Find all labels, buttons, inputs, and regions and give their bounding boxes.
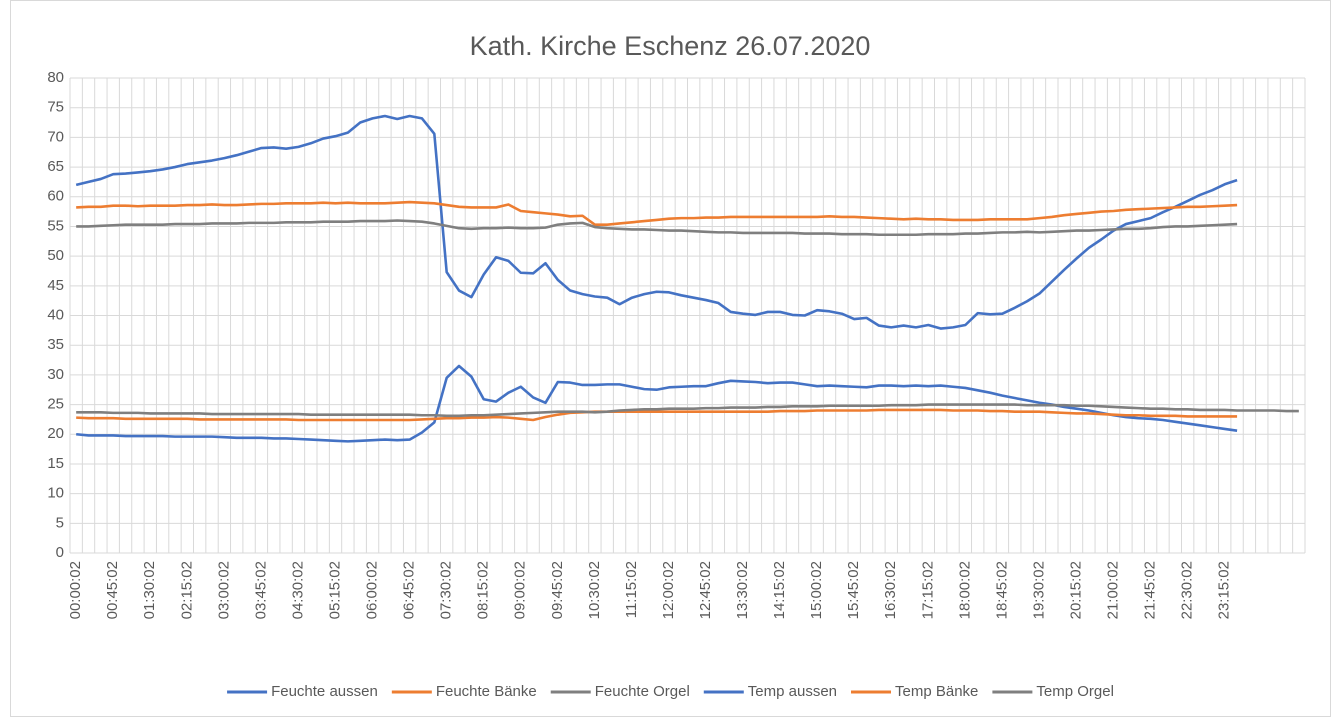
legend-label: Feuchte Orgel	[595, 683, 690, 700]
series-line	[76, 200, 1238, 226]
x-tick-label: 09:45:02	[549, 561, 566, 619]
legend-label: Feuchte Bänke	[436, 683, 537, 700]
y-tick-label: 35	[47, 336, 64, 353]
y-tick-label: 0	[56, 544, 64, 561]
legend-label: Temp Bänke	[895, 683, 978, 700]
x-tick-label: 06:00:02	[364, 561, 381, 619]
x-tick-label: 16:30:02	[882, 561, 899, 619]
y-tick-label: 10	[47, 485, 64, 502]
legend-label: Temp Orgel	[1036, 683, 1114, 700]
y-tick-label: 70	[47, 128, 64, 145]
x-tick-label: 00:00:02	[67, 561, 84, 619]
x-tick-label: 12:45:02	[697, 561, 714, 619]
y-tick-label: 15	[47, 455, 64, 472]
series-line	[76, 403, 1299, 418]
x-tick-label: 03:00:02	[215, 561, 232, 619]
x-tick-label: 03:45:02	[252, 561, 269, 619]
y-tick-label: 50	[47, 247, 64, 264]
chart-title: Kath. Kirche Eschenz 26.07.2020	[470, 31, 871, 61]
x-tick-label: 13:30:02	[734, 561, 751, 619]
y-tick-label: 25	[47, 396, 64, 413]
x-tick-label: 12:00:02	[660, 561, 677, 619]
y-tick-label: 40	[47, 306, 64, 323]
x-tick-label: 17:15:02	[919, 561, 936, 619]
x-tick-label: 15:00:02	[808, 561, 825, 619]
x-tick-label: 10:30:02	[586, 561, 603, 619]
x-tick-label: 14:15:02	[771, 561, 788, 619]
y-tick-label: 65	[47, 158, 64, 175]
y-tick-label: 20	[47, 425, 64, 442]
x-tick-label: 22:30:02	[1179, 561, 1196, 619]
x-tick-label: 01:30:02	[141, 561, 158, 619]
x-tick-label: 23:15:02	[1216, 561, 1233, 619]
legend-label: Temp aussen	[748, 683, 837, 700]
x-tick-label: 00:45:02	[104, 561, 121, 619]
series-line	[76, 219, 1238, 237]
x-tick-label: 18:00:02	[956, 561, 973, 619]
y-tick-label: 5	[56, 514, 64, 531]
x-tick-label: 04:30:02	[289, 561, 306, 619]
legend: Feuchte aussen Feuchte Bänke Feuchte Orgel…	[227, 683, 1114, 700]
x-tick-label: 06:45:02	[401, 561, 418, 619]
series-line	[76, 364, 1238, 443]
x-tick-label: 19:30:02	[1030, 561, 1047, 619]
y-tick-label: 30	[47, 366, 64, 383]
x-tick-label: 08:15:02	[475, 561, 492, 619]
x-tick-label: 20:15:02	[1067, 561, 1084, 619]
y-tick-label: 55	[47, 217, 64, 234]
x-tick-label: 05:15:02	[326, 561, 343, 619]
x-tick-label: 11:15:02	[623, 561, 640, 618]
y-tick-label: 75	[47, 99, 64, 116]
x-tick-label: 18:45:02	[993, 561, 1010, 619]
x-tick-label: 15:45:02	[845, 561, 862, 619]
x-tick-label: 21:00:02	[1105, 561, 1122, 619]
y-tick-label: 60	[47, 188, 64, 205]
y-tick-label: 80	[47, 69, 64, 86]
x-tick-label: 09:00:02	[512, 561, 529, 619]
x-tick-label: 07:30:02	[438, 561, 455, 619]
series-line	[75, 114, 1238, 330]
y-tick-label: 45	[47, 277, 64, 294]
series-line	[76, 408, 1238, 422]
x-tick-label: 21:45:02	[1142, 561, 1159, 619]
x-tick-label: 02:15:02	[178, 561, 195, 619]
legend-label: Feuchte aussen	[271, 683, 378, 700]
